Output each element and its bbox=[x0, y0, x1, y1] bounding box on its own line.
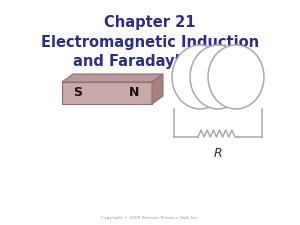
Text: S: S bbox=[74, 86, 82, 99]
Ellipse shape bbox=[172, 45, 228, 109]
Text: and Faraday’s Law: and Faraday’s Law bbox=[73, 54, 227, 69]
Text: Copyright © 2009 Pearson Prentice Hall, Inc.: Copyright © 2009 Pearson Prentice Hall, … bbox=[101, 216, 199, 220]
Polygon shape bbox=[62, 74, 163, 82]
Polygon shape bbox=[152, 74, 163, 104]
Text: N: N bbox=[129, 86, 139, 99]
Ellipse shape bbox=[208, 45, 264, 109]
Ellipse shape bbox=[190, 45, 246, 109]
Text: Chapter 21: Chapter 21 bbox=[104, 15, 196, 30]
FancyBboxPatch shape bbox=[62, 82, 152, 104]
Text: R: R bbox=[214, 147, 222, 160]
Text: Electromagnetic Induction: Electromagnetic Induction bbox=[41, 35, 259, 50]
